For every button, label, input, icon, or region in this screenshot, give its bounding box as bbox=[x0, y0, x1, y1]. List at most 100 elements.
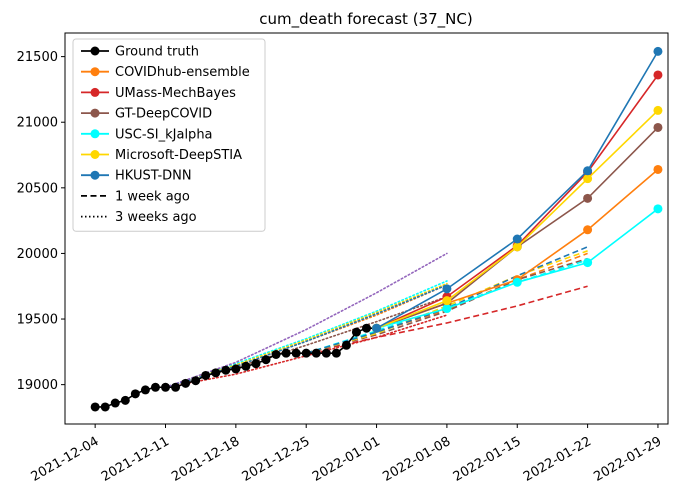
ground-truth-point bbox=[271, 349, 281, 359]
covidhub-ensemble-point bbox=[653, 164, 663, 174]
ground-truth-point bbox=[331, 348, 341, 358]
ground-truth-point bbox=[140, 385, 150, 395]
legend-label: USC-SI_kJalpha bbox=[115, 127, 213, 142]
ground-truth-point bbox=[211, 368, 221, 378]
ground-truth-point bbox=[291, 348, 301, 358]
ground-truth-point bbox=[120, 395, 130, 405]
legend-item-3-weeks-ago: 3 weeks ago bbox=[81, 210, 197, 225]
ground-truth-point bbox=[110, 398, 120, 408]
usc-si-kjalpha-point bbox=[442, 304, 452, 314]
ground-truth-point bbox=[100, 402, 110, 412]
legend-label: UMass-MechBayes bbox=[115, 86, 236, 101]
series-layer bbox=[90, 46, 663, 412]
ground-truth-point bbox=[181, 378, 191, 388]
hkust-dnn-point bbox=[512, 234, 522, 244]
x-tick-label: 2021-12-04 bbox=[29, 434, 102, 485]
legend-label: HKUST-DNN bbox=[115, 169, 192, 184]
ground-truth-point bbox=[150, 382, 160, 392]
legend-box bbox=[72, 38, 266, 232]
chart-title: cum_death forecast (37_NC) bbox=[259, 10, 472, 29]
legend-item-gt-deepcovid: GT-DeepCOVID bbox=[81, 107, 212, 122]
gt-deepcovid-point bbox=[653, 122, 663, 132]
x-tick-label: 2022-01-01 bbox=[310, 434, 383, 485]
ground-truth-point bbox=[281, 348, 291, 358]
forecast-dashed-8-line bbox=[306, 285, 588, 354]
microsoft-deepstia-point bbox=[442, 296, 452, 306]
legend-label: GT-DeepCOVID bbox=[115, 107, 212, 122]
ground-truth-point bbox=[130, 389, 140, 399]
legend-marker bbox=[90, 87, 100, 97]
ground-truth-point bbox=[301, 348, 311, 358]
x-tick-label: 2021-12-11 bbox=[99, 434, 172, 485]
ground-truth-point bbox=[261, 355, 271, 365]
y-tick-label: 20000 bbox=[17, 247, 58, 262]
legend-marker bbox=[90, 108, 100, 118]
ground-truth-point bbox=[362, 323, 371, 333]
ground-truth-point bbox=[161, 382, 170, 392]
x-tick-label: 2022-01-22 bbox=[521, 434, 594, 485]
y-tick-label: 19500 bbox=[17, 313, 58, 328]
plot-frame bbox=[64, 32, 669, 425]
usc-si-kjalpha-point bbox=[512, 277, 522, 287]
y-axis: 19000 19500 20000 20500 21000 21500 bbox=[17, 50, 65, 393]
x-tick-label: 2022-01-08 bbox=[380, 434, 453, 485]
microsoft-deepstia-point bbox=[583, 174, 593, 184]
ground-truth-point bbox=[251, 359, 261, 369]
ground-truth-point bbox=[191, 376, 201, 386]
ground-truth-point bbox=[351, 327, 361, 337]
ground-truth-point bbox=[311, 348, 321, 358]
legend-item-1-week-ago: 1 week ago bbox=[81, 189, 190, 204]
covidhub-ensemble-point bbox=[583, 225, 593, 235]
y-tick-label: 21000 bbox=[17, 116, 58, 131]
umass-mechbayes-point bbox=[653, 70, 663, 80]
forecast-dashed-11-line bbox=[305, 250, 588, 354]
hkust-dnn-point bbox=[442, 284, 452, 294]
legend-label: 1 week ago bbox=[115, 189, 190, 204]
y-tick-label: 19000 bbox=[17, 378, 58, 393]
gt-deepcovid-point bbox=[583, 193, 593, 203]
ground-truth-point bbox=[221, 365, 231, 375]
y-tick-label: 20500 bbox=[17, 181, 58, 196]
usc-si-kjalpha-point bbox=[583, 258, 593, 268]
x-tick-label: 2022-01-29 bbox=[591, 434, 664, 485]
legend-label: COVIDhub-ensemble bbox=[115, 65, 250, 80]
ground-truth-point bbox=[201, 370, 211, 380]
x-tick-label: 2021-12-25 bbox=[240, 434, 313, 485]
legend-item-hkust-dnn: HKUST-DNN bbox=[81, 169, 192, 184]
microsoft-deepstia-point bbox=[512, 242, 522, 252]
plot-area bbox=[90, 46, 663, 412]
legend-marker bbox=[90, 150, 100, 159]
x-axis: 2021-12-042021-12-112021-12-182021-12-25… bbox=[29, 424, 664, 485]
legend-marker bbox=[90, 67, 100, 77]
legend-item-usc-si-kjalpha: USC-SI_kJalpha bbox=[81, 127, 213, 142]
hkust-dnn-point bbox=[372, 323, 382, 333]
hkust-dnn-point bbox=[583, 166, 593, 176]
legend-marker bbox=[90, 129, 100, 139]
legend: Ground truth COVIDhub-ensemble UMass-MechB… bbox=[72, 38, 266, 232]
y-tick-label: 21500 bbox=[17, 50, 58, 65]
microsoft-deepstia-point bbox=[653, 105, 663, 115]
legend-marker bbox=[90, 46, 100, 56]
legend-label: Microsoft-DeepSTIA bbox=[115, 148, 242, 163]
legend-label: 3 weeks ago bbox=[115, 210, 197, 225]
ground-truth-point bbox=[241, 361, 251, 371]
legend-item-ground-truth: Ground truth bbox=[81, 45, 199, 60]
ground-truth-point bbox=[171, 382, 181, 392]
legend-item-umass-mechbayes: UMass-MechBayes bbox=[81, 86, 236, 101]
ground-truth-point bbox=[90, 402, 100, 412]
legend-item-microsoft-deepstia: Microsoft-DeepSTIA bbox=[81, 148, 242, 163]
ground-truth-point bbox=[231, 364, 241, 374]
legend-item-covidhub-ensemble: COVIDhub-ensemble bbox=[81, 65, 250, 80]
x-tick-label: 2021-12-18 bbox=[169, 434, 242, 485]
usc-si-kjalpha-point bbox=[653, 204, 663, 214]
legend-marker bbox=[90, 170, 100, 180]
ground-truth-point bbox=[321, 348, 331, 358]
legend-label: Ground truth bbox=[115, 45, 199, 60]
forecast-dotted-16-line bbox=[164, 280, 448, 389]
ground-truth-point bbox=[341, 340, 351, 350]
umass-mechbayes-line bbox=[376, 74, 659, 329]
hkust-dnn-point bbox=[653, 46, 663, 56]
gt-deepcovid-line bbox=[376, 126, 659, 329]
